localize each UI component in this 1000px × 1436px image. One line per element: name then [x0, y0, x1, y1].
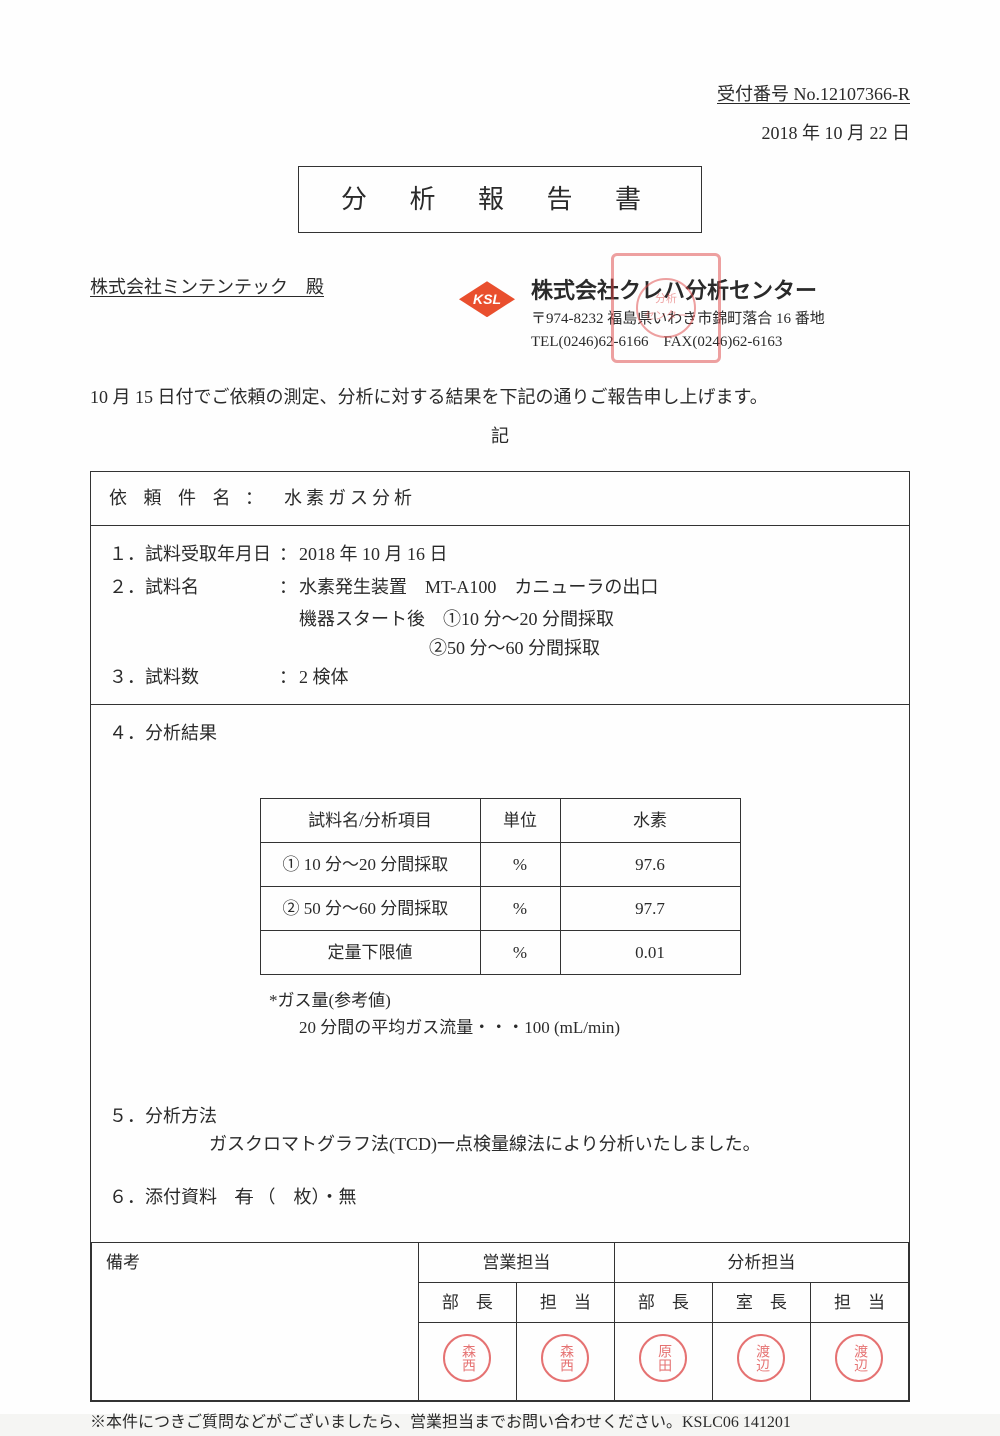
title-wrap: 分 析 報 告 書	[90, 156, 910, 274]
section6-rest: （ 枚）・無	[258, 1187, 357, 1207]
meta-section: １．試料受取年月日 ： 2018 年 10 月 16 日 ２．試料名 ： 水素発…	[91, 526, 909, 705]
meta-sub1: 機器スタート後 ①10 分～20 分間採取	[109, 605, 891, 634]
company-telfax: TEL(0246)62-6166 FAX(0246)62-6163	[531, 331, 825, 354]
section4-label: ４．分析結果	[109, 719, 891, 748]
section6-strike: 有	[235, 1187, 253, 1207]
document-title: 分 析 報 告 書	[298, 166, 702, 234]
meta-row-2: ２．試料名 ： 水素発生装置 MT-A100 カニューラの出口	[109, 573, 891, 602]
meta-row-3: ３．試料数 ： 2 検体	[109, 663, 891, 692]
meta-label-count: ３．試料数	[109, 663, 279, 692]
footer-table: 備考 営業担当 分析担当 部 長 担 当 部 長 室 長 担 当 森西 森西 原…	[91, 1242, 909, 1401]
role-bucho-2: 部 長	[614, 1283, 712, 1323]
table-cell: %	[480, 842, 560, 886]
body-section: ４．分析結果 試料名/分析項目 単位 水素 ① 10 分～20 分間採取 % 9…	[91, 705, 909, 1242]
meta-val-date: 2018 年 10 月 16 日	[299, 540, 891, 569]
receipt-value: No.12107366-R	[794, 84, 911, 104]
receipt-label: 受付番号	[717, 84, 789, 104]
company-block: KSL 分析センター 株式会社クレハ分析センター 〒974-8232 福島県いわ…	[459, 273, 910, 353]
request-name-value: 水素ガス分析	[284, 488, 416, 508]
hanko-icon: 渡辺	[835, 1334, 883, 1382]
role-tanto-1: 担 当	[516, 1283, 614, 1323]
gas-note-body: 20 分間の平均ガス流量・・・100 (mL/min)	[299, 1014, 891, 1041]
company-text: 分析センター 株式会社クレハ分析センター 〒974-8232 福島県いわき市錦町…	[531, 273, 825, 353]
request-name-label: 依 頼 件 名	[109, 488, 237, 508]
stamp-cell: 渡辺	[712, 1323, 810, 1401]
table-cell: ① 10 分～20 分間採取	[260, 842, 480, 886]
meta-label-date: １．試料受取年月日	[109, 540, 279, 569]
company-postal: 〒974-8232 福島県いわき市錦町落合 16 番地	[531, 308, 825, 331]
table-cell: ② 50 分～60 分間採取	[260, 886, 480, 930]
section6-label: ６．添付資料	[109, 1187, 217, 1207]
parties-row: 株式会社ミンテンテック 殿 KSL 分析センター 株式会社クレハ分析センター 〒…	[90, 273, 910, 353]
report-date: 2018 年 10 月 22 日	[90, 119, 910, 148]
addressee: 株式会社ミンテンテック 殿	[90, 273, 324, 302]
table-cell: %	[480, 886, 560, 930]
table-header-row: 試料名/分析項目 単位 水素	[260, 798, 740, 842]
request-name-row: 依 頼 件 名 ： 水素ガス分析	[91, 472, 909, 526]
analysis-header: 分析担当	[614, 1243, 908, 1283]
hanko-icon: 森西	[541, 1334, 589, 1382]
header-block: 受付番号 No.12107366-R 2018 年 10 月 22 日	[90, 80, 910, 148]
table-cell: %	[480, 931, 560, 975]
logo-diamond-icon: KSL	[459, 281, 515, 317]
page: 受付番号 No.12107366-R 2018 年 10 月 22 日 分 析 …	[0, 0, 1000, 1414]
meta-val-count: 2 検体	[299, 663, 891, 692]
hanko-icon: 渡辺	[737, 1334, 785, 1382]
table-cell: 97.6	[560, 842, 740, 886]
role-tanto-2: 担 当	[810, 1283, 908, 1323]
section5-body: ガスクロマトグラフ法(TCD)一点検量線法により分析いたしました。	[109, 1130, 891, 1159]
table-col-unit: 単位	[480, 798, 560, 842]
table-col-sample: 試料名/分析項目	[260, 798, 480, 842]
meta-sub2: ②50 分～60 分間採取	[109, 634, 891, 663]
table-row: 定量下限値 % 0.01	[260, 931, 740, 975]
section5: ５．分析方法 ガスクロマトグラフ法(TCD)一点検量線法により分析いたしました。	[109, 1102, 891, 1160]
stamp-cell: 森西	[516, 1323, 614, 1401]
hanko-icon: 森西	[443, 1334, 491, 1382]
receipt-number: 受付番号 No.12107366-R	[90, 80, 910, 109]
table-cell: 定量下限値	[260, 931, 480, 975]
stamp-cell: 原田	[614, 1323, 712, 1401]
table-cell: 0.01	[560, 931, 740, 975]
table-cell: 97.7	[560, 886, 740, 930]
hanko-icon: 原田	[639, 1334, 687, 1382]
meta-label-sample: ２．試料名	[109, 573, 279, 602]
company-name: 株式会社クレハ分析センター	[531, 273, 825, 308]
table-row: ② 50 分～60 分間採取 % 97.7	[260, 886, 740, 930]
meta-val-sample: 水素発生装置 MT-A100 カニューラの出口	[299, 573, 891, 602]
sales-header: 営業担当	[418, 1243, 614, 1283]
role-shitsucho: 室 長	[712, 1283, 810, 1323]
gas-note-title: *ガス量(参考値)	[269, 987, 891, 1014]
table-row: ① 10 分～20 分間採取 % 97.6	[260, 842, 740, 886]
stamp-cell: 渡辺	[810, 1323, 908, 1401]
remarks-cell: 備考	[92, 1243, 419, 1401]
main-box: 依 頼 件 名 ： 水素ガス分析 １．試料受取年月日 ： 2018 年 10 月…	[90, 471, 910, 1402]
stamp-cell: 森西	[418, 1323, 516, 1401]
table-col-hydrogen: 水素	[560, 798, 740, 842]
meta-row-1: １．試料受取年月日 ： 2018 年 10 月 16 日	[109, 540, 891, 569]
role-bucho-1: 部 長	[418, 1283, 516, 1323]
section6: ６．添付資料 有 （ 枚）・無	[109, 1183, 891, 1212]
intro-text: 10 月 15 日付でご依頼の測定、分析に対する結果を下記の通りご報告申し上げま…	[90, 383, 910, 412]
results-table: 試料名/分析項目 単位 水素 ① 10 分～20 分間採取 % 97.6 ② 5…	[260, 798, 741, 976]
footnote: ※本件につきご質問などがございましたら、営業担当までお問い合わせください。KSL…	[90, 1410, 910, 1436]
section5-label: ５．分析方法	[109, 1102, 891, 1131]
company-logo: KSL	[459, 281, 519, 321]
ki-marker: 記	[90, 422, 910, 451]
